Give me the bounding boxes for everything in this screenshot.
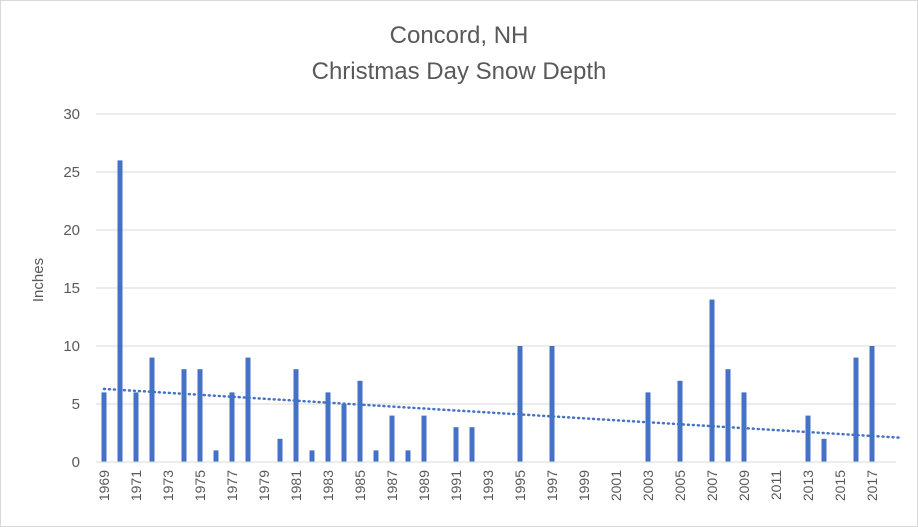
x-tick-label-1977: 1977 xyxy=(224,470,240,501)
bar-1975 xyxy=(197,369,203,462)
bar-1984 xyxy=(341,404,347,462)
y-tick-label-30: 30 xyxy=(63,106,80,123)
bar-1987 xyxy=(389,415,395,462)
x-tick-label-2001: 2001 xyxy=(608,470,624,501)
bar-2005 xyxy=(677,380,683,462)
bar-2013 xyxy=(805,415,811,462)
bar-1981 xyxy=(293,369,299,462)
y-tick-label-10: 10 xyxy=(63,338,80,355)
trendline-group xyxy=(102,387,901,439)
x-tick-label-2005: 2005 xyxy=(672,470,688,501)
y-tick-labels: 0 5 10 15 20 25 30 xyxy=(63,106,80,471)
bars xyxy=(101,160,875,462)
x-tick-label-1991: 1991 xyxy=(448,470,464,501)
bar-1983 xyxy=(325,392,331,462)
bar-2007 xyxy=(709,299,715,462)
bar-1980 xyxy=(277,438,283,462)
bar-1974 xyxy=(181,369,187,462)
bar-2003 xyxy=(645,392,651,462)
bar-2008 xyxy=(725,369,731,462)
y-tick-label-20: 20 xyxy=(63,222,80,239)
bar-1988 xyxy=(405,450,411,462)
bar-1971 xyxy=(133,392,139,462)
bar-1978 xyxy=(245,357,251,462)
x-tick-label-1987: 1987 xyxy=(384,470,400,501)
bar-1985 xyxy=(357,380,363,462)
x-tick-label-1979: 1979 xyxy=(256,470,272,501)
bar-1970 xyxy=(117,160,123,462)
y-tick-label-15: 15 xyxy=(63,280,80,297)
x-tick-label-2017: 2017 xyxy=(864,470,880,501)
x-tick-label-2011: 2011 xyxy=(768,470,784,500)
x-tick-label-1975: 1975 xyxy=(192,470,208,501)
bar-1991 xyxy=(453,427,459,462)
bar-1982 xyxy=(309,450,315,462)
x-tick-label-1983: 1983 xyxy=(320,470,336,501)
x-tick-labels: 1969 1971 1973 1975 1977 1979 1981 1983 1985 1987… xyxy=(96,470,880,501)
chart-title: Concord, NH xyxy=(389,22,529,49)
x-tick-label-1999: 1999 xyxy=(576,470,592,501)
bar-1997 xyxy=(549,346,555,462)
bar-1977 xyxy=(229,392,235,462)
x-tick-label-2015: 2015 xyxy=(832,470,848,501)
x-tick-label-1971: 1971 xyxy=(128,470,144,501)
trendline xyxy=(102,387,901,439)
chart-subtitle: Christmas Day Snow Depth xyxy=(311,58,607,85)
x-tick-label-1981: 1981 xyxy=(288,470,304,501)
x-tick-label-1997: 1997 xyxy=(544,470,560,501)
x-tick-label-1973: 1973 xyxy=(160,470,176,501)
y-tick-label-0: 0 xyxy=(72,454,80,471)
y-tick-label-5: 5 xyxy=(72,396,80,413)
x-tick-label-1985: 1985 xyxy=(352,470,368,501)
bar-2014 xyxy=(821,438,827,462)
bar-1989 xyxy=(421,415,427,462)
bar-1995 xyxy=(517,346,523,462)
bar-1992 xyxy=(469,427,475,462)
y-tick-label-25: 25 xyxy=(63,164,80,181)
x-tick-label-1989: 1989 xyxy=(416,470,432,501)
x-tick-label-1969: 1969 xyxy=(96,470,112,501)
x-tick-label-2009: 2009 xyxy=(736,470,752,501)
x-tick-label-2013: 2013 xyxy=(800,470,816,501)
bar-2016 xyxy=(853,357,859,462)
x-tick-label-2003: 2003 xyxy=(640,470,656,501)
bar-1976 xyxy=(213,450,219,462)
x-tick-label-2007: 2007 xyxy=(704,470,720,501)
x-tick-label-1993: 1993 xyxy=(480,470,496,501)
gridlines xyxy=(96,113,896,405)
bar-1986 xyxy=(373,450,379,462)
bar-1972 xyxy=(149,357,155,462)
x-tick-label-1995: 1995 xyxy=(512,470,528,501)
bar-1969 xyxy=(101,392,107,462)
bar-2017 xyxy=(869,346,875,462)
